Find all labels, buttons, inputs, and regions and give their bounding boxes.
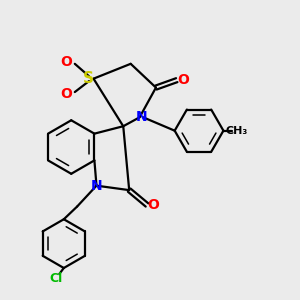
Text: CH₃: CH₃: [226, 126, 248, 136]
Text: N: N: [91, 179, 102, 193]
Text: O: O: [147, 198, 159, 212]
Text: Cl: Cl: [50, 272, 63, 285]
Text: S: S: [83, 71, 94, 86]
Text: O: O: [60, 86, 72, 100]
Text: O: O: [60, 55, 72, 69]
Text: O: O: [177, 73, 189, 87]
Text: N: N: [135, 110, 147, 124]
